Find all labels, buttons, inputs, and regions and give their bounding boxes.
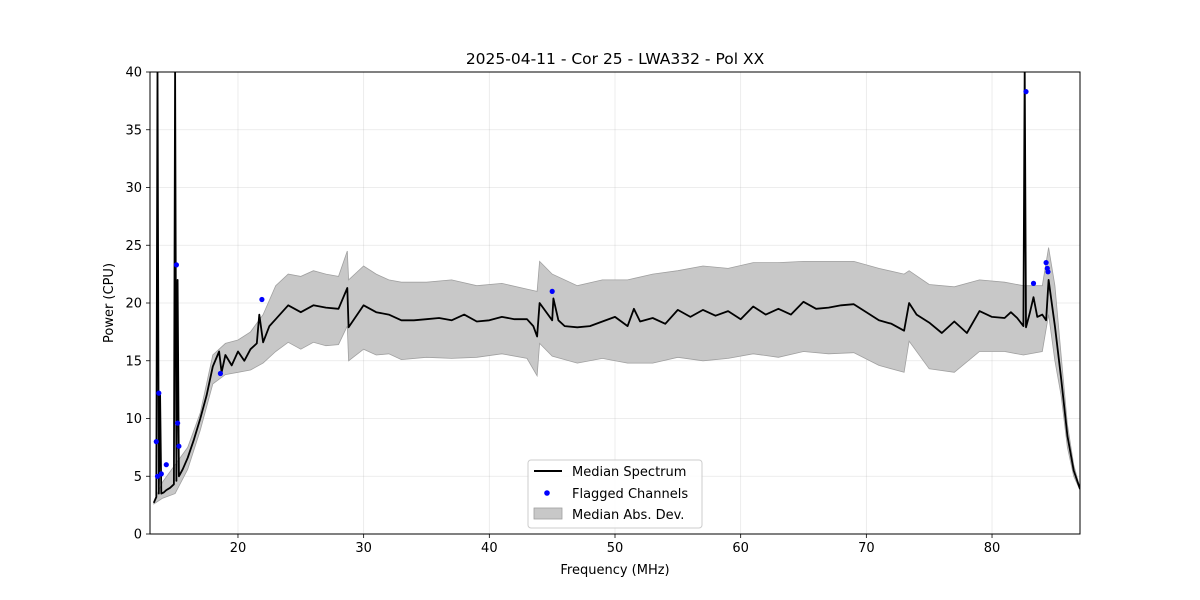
flagged-point-15	[1045, 269, 1051, 275]
plot-area	[149, 71, 1081, 535]
y-axis-label: Power (CPU)	[102, 263, 117, 343]
y-tick-label-6: 30	[125, 181, 142, 196]
flagged-point-5	[173, 262, 179, 268]
mad-band	[153, 247, 1080, 505]
y-tick-label-8: 40	[125, 66, 142, 81]
y-tick-label-0: 0	[134, 528, 142, 543]
legend-flagged-label: Flagged Channels	[572, 487, 688, 502]
flagged-point-7	[176, 443, 182, 449]
legend-mad-swatch	[533, 507, 563, 520]
median-spectrum-line	[152, 72, 1080, 504]
legend-mad-label: Median Abs. Dev.	[572, 508, 684, 523]
y-tick-label-2: 10	[125, 412, 142, 427]
flagged-point-8	[217, 370, 223, 377]
median-line-layer	[152, 72, 1080, 504]
x-tick-label-4: 60	[732, 541, 749, 556]
x-tick-label-6: 80	[984, 541, 1001, 556]
flagged-point-9	[259, 296, 265, 303]
x-tick-label-5: 70	[858, 541, 875, 556]
x-tick-label-0: 20	[230, 541, 247, 556]
x-tick-label-3: 50	[607, 541, 624, 556]
x-axis-label: Frequency (MHz)	[560, 563, 669, 578]
flagged-point-0	[153, 439, 159, 445]
x-tick-label-1: 30	[355, 541, 372, 556]
flagged-point-11	[1023, 89, 1029, 95]
flagged-point-6	[175, 420, 181, 426]
flagged-point-4	[163, 462, 169, 468]
y-tick-label-1: 5	[134, 470, 142, 485]
flagged-point-13	[1043, 260, 1049, 266]
y-tick-label-7: 35	[125, 123, 142, 138]
flagged-point-1	[156, 390, 162, 396]
legend-median-label: Median Spectrum	[572, 465, 686, 480]
legend-frame	[527, 459, 703, 529]
y-tick-label-5: 25	[125, 239, 142, 254]
y-tick-label-3: 15	[125, 354, 142, 369]
chart-title: 2025-04-11 - Cor 25 - LWA332 - Pol XX	[466, 50, 765, 68]
y-tick-label-4: 20	[125, 297, 142, 312]
mad-band-layer	[153, 247, 1080, 505]
legend-flagged-swatch	[544, 490, 550, 496]
legend: Median Spectrum Flagged Channels Median …	[527, 459, 703, 529]
x-tick-label-2: 40	[481, 541, 498, 556]
flagged-point-12	[1030, 280, 1037, 286]
flagged-points-layer	[153, 89, 1051, 479]
flagged-point-10	[549, 288, 555, 294]
flagged-point-3	[158, 471, 164, 477]
ticks: 20 30 40 50 60 70 80 0 5 10 15 20 25 30 35 40	[125, 66, 1000, 557]
flagged-point-2	[154, 473, 161, 479]
